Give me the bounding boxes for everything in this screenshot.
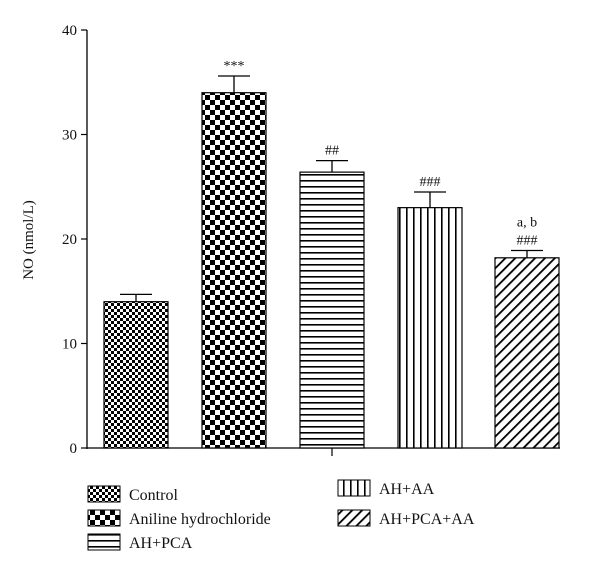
significance-label-5: ### bbox=[517, 233, 538, 248]
legend-label-5: AH+PCA+AA bbox=[379, 511, 475, 528]
y-tick-label: 20 bbox=[62, 232, 77, 248]
y-axis-label: NO (nmol/L) bbox=[21, 200, 37, 280]
significance-extra-label-5: a, b bbox=[517, 215, 537, 230]
bar-2 bbox=[201, 92, 267, 449]
legend-label-4: AH+AA bbox=[379, 481, 435, 498]
bar-3 bbox=[299, 171, 365, 449]
bar-4 bbox=[397, 207, 463, 449]
legend-swatch-2 bbox=[87, 509, 121, 527]
y-tick-label: 30 bbox=[62, 128, 77, 144]
significance-label-2: *** bbox=[224, 59, 245, 74]
significance-label-3: ## bbox=[325, 144, 339, 159]
legend-swatch-5 bbox=[337, 509, 371, 527]
bar-1 bbox=[103, 301, 169, 449]
legend: Control Aniline hydrochloride AH+PCA AH+AA A… bbox=[87, 479, 475, 552]
legend-swatch-1 bbox=[87, 485, 121, 503]
legend-label-2: Aniline hydrochloride bbox=[129, 511, 271, 528]
legend-label-1: Control bbox=[129, 487, 178, 504]
significance-label-4: ### bbox=[420, 175, 441, 190]
legend-swatch-4 bbox=[337, 479, 371, 497]
legend-swatch-3 bbox=[87, 533, 121, 551]
y-tick-label: 40 bbox=[62, 23, 77, 39]
y-tick-label: 10 bbox=[62, 337, 77, 353]
legend-label-3: AH+PCA bbox=[129, 535, 193, 552]
y-tick-label: 0 bbox=[70, 441, 78, 457]
bar-5 bbox=[494, 257, 560, 449]
